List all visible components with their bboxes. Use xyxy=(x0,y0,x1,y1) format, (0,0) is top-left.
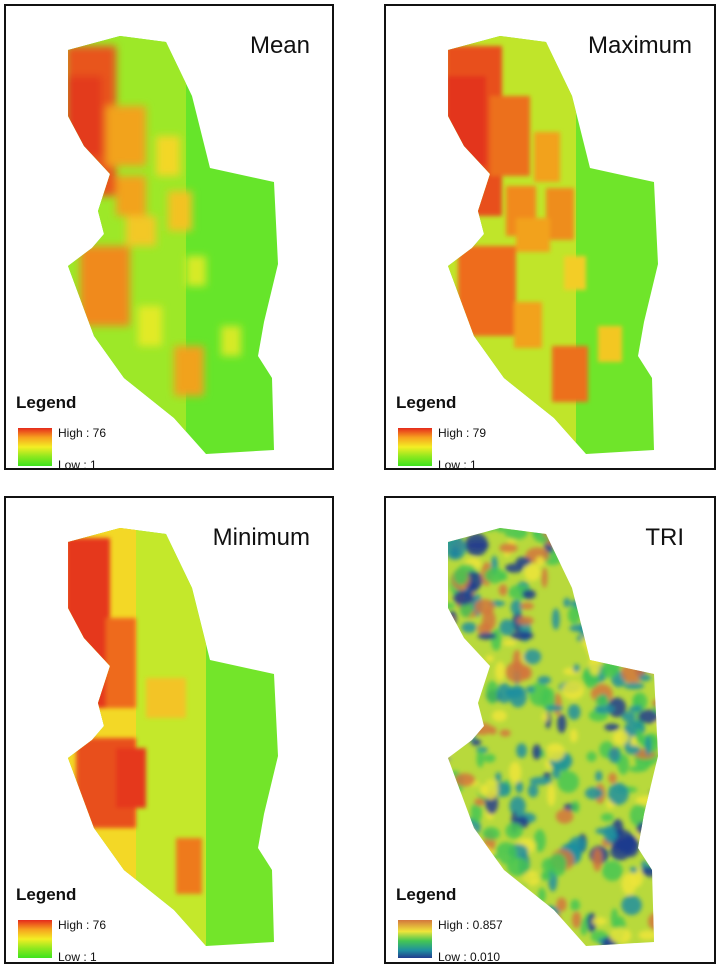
legend-color-ramp xyxy=(18,428,52,466)
minimum-map xyxy=(68,528,278,946)
legend-high-label: High : 76 xyxy=(58,918,107,932)
maximum-map xyxy=(448,36,658,454)
legend-high-label: High : 76 xyxy=(58,426,107,440)
tri-map xyxy=(448,528,658,946)
maximum-map-panel: Maximum Legend High : 79 Low : 1 xyxy=(384,4,716,470)
legend-high-label: High : 79 xyxy=(438,426,487,440)
map-title: TRI xyxy=(645,524,684,551)
minimum-map-panel: Minimum Legend High : 76 Low : 1 xyxy=(4,496,334,964)
tri-map-panel: TRI Legend High : 0.857 Low : 0.010 xyxy=(384,496,716,964)
legend-low-label: Low : 1 xyxy=(58,458,97,470)
mean-map xyxy=(68,36,278,454)
map-title: Maximum xyxy=(587,32,692,59)
legend-title: Legend xyxy=(16,885,77,904)
legend-title: Legend xyxy=(396,885,457,904)
legend-color-ramp xyxy=(18,920,52,958)
legend-low-label: Low : 1 xyxy=(438,458,477,470)
legend-color-ramp xyxy=(398,428,432,466)
map-title: Minimum xyxy=(212,524,310,551)
mean-map-panel: Mean Legend High : 76 Low : 1 xyxy=(4,4,334,470)
map-title: Mean xyxy=(249,32,310,59)
legend-color-ramp xyxy=(398,920,432,958)
legend-low-label: Low : 0.010 xyxy=(438,950,501,964)
legend-title: Legend xyxy=(16,393,77,412)
legend-low-label: Low : 1 xyxy=(58,950,97,964)
legend-high-label: High : 0.857 xyxy=(438,918,503,932)
legend-title: Legend xyxy=(396,393,457,412)
